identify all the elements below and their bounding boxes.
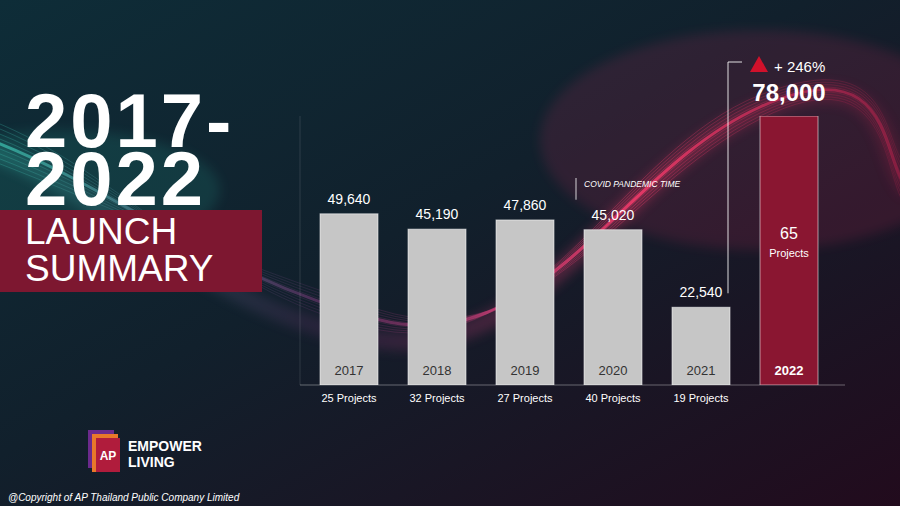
stage: 49,640 2017 25 Projects 45,190 2018 32 Projec… [0,0,900,506]
y-axis-line [300,116,301,385]
logo-block [96,438,120,472]
labels: 49,640 2017 25 Projects 45,190 2018 32 Projec… [321,58,825,404]
project-label: 19 Projects [673,392,729,404]
growth-bracket [728,62,742,293]
data-label: 22,540 [680,284,723,300]
annotation-line [576,178,577,200]
data-label: 45,020 [592,207,635,223]
bar [496,220,554,385]
category-label: 2021 [687,363,716,378]
logo: AP EMPOWERLIVING [88,430,202,472]
logo-mark: AP [100,449,117,463]
data-label: 78,000 [752,79,825,106]
project-label: 27 Projects [497,392,553,404]
bar [760,116,818,385]
footer: @Copyright of AP Thailand Public Company… [8,492,240,503]
data-label: 49,640 [328,191,371,207]
logo-text: LIVING [128,454,175,470]
category-label: 2017 [335,363,364,378]
annotation: COVID PANDEMIC TIME [584,179,681,189]
logo-text: EMPOWER [128,438,202,454]
category-label: 2019 [511,363,540,378]
bar [408,229,466,385]
bar [672,307,730,385]
title: 2017-2022 [25,92,275,208]
bar [584,230,642,385]
project-label: 40 Projects [585,392,641,404]
bars [320,116,818,385]
data-label: 47,860 [504,197,547,213]
category-label: 2020 [599,363,628,378]
growth-arrow [750,56,768,72]
bar [320,214,378,385]
project-label: 32 Projects [409,392,465,404]
project-label: 25 Projects [321,392,377,404]
project-label: 65 Projects [769,225,809,259]
data-label: 45,190 [416,206,459,222]
project-word: Projects [769,247,809,259]
category-label: 2018 [423,363,452,378]
subtitle: LAUNCH SUMMARY [25,213,255,287]
project-count: 65 [780,225,798,242]
growth-label: + 246% [774,58,825,75]
category-label: 2022 [775,363,804,378]
